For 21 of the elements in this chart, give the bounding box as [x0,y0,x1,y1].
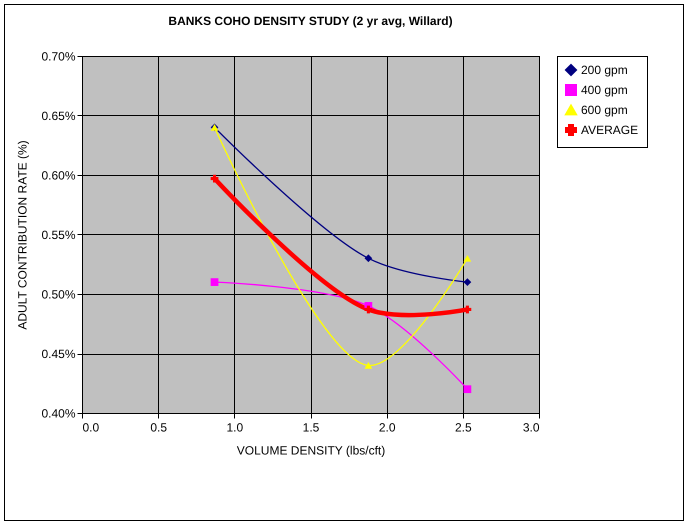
x-tick-label: 1.0 [226,420,244,434]
y-tick-label: 0.50% [41,288,76,302]
y-axis-title: ADULT CONTRIBUTION RATE (%) [15,140,30,330]
y-tick-label: 0.60% [41,168,76,182]
y-tick-label: 0.65% [41,109,76,123]
x-tick-label: 0.0 [82,420,100,434]
y-tick-label: 0.70% [41,50,76,64]
legend-label: 400 gpm [581,83,628,97]
legend-label: 200 gpm [581,63,628,77]
x-tick-label: 1.5 [302,420,320,434]
y-tick-label: 0.45% [41,347,76,361]
x-tick-label: 2.5 [454,420,472,434]
legend-label: AVERAGE [581,123,638,137]
x-axis-title: VOLUME DENSITY (lbs/cft) [236,444,386,458]
x-tick-label: 3.0 [522,420,540,434]
legend-label: 600 gpm [581,103,628,117]
y-tick-label: 0.40% [41,406,76,420]
y-tick-label: 0.55% [41,228,76,242]
chart-title: BANKS COHO DENSITY STUDY (2 yr avg, Willard) [168,14,453,28]
x-tick-label: 2.0 [378,420,396,434]
x-tick-label: 0.5 [150,420,168,434]
